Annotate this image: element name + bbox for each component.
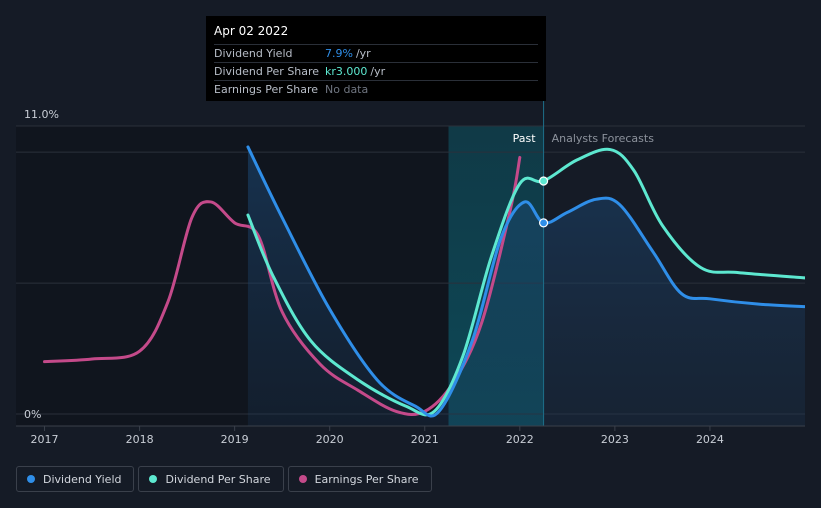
forecast-label: Analysts Forecasts [552, 132, 655, 145]
legend-dividend-per-share[interactable]: Dividend Per Share [138, 466, 284, 492]
series-line-earnings-per-share [43, 155, 522, 416]
tooltip-date: Apr 02 2022 [214, 24, 538, 45]
legend-label: Dividend Per Share [165, 472, 271, 486]
legend-label: Dividend Yield [43, 472, 122, 486]
x-tick-label: 2020 [316, 433, 344, 446]
past-region-bg [16, 126, 449, 426]
x-tick-label: 2021 [411, 433, 439, 446]
hover-tooltip: Apr 02 2022 Dividend Yield 7.9% /yr Divi… [206, 16, 546, 101]
y-label-bottom: 0% [24, 408, 41, 421]
tooltip-label: Dividend Per Share [214, 65, 320, 78]
legend-dot-icon [149, 475, 158, 483]
series-line-dividend-yield [246, 145, 805, 418]
legend-label: Earnings Per Share [314, 472, 419, 486]
series-line-dividend-per-share [246, 147, 805, 417]
legend-earnings-per-share[interactable]: Earnings Per Share [287, 466, 432, 492]
marker-dividend-per-share [538, 176, 549, 186]
x-tick-label: 2023 [601, 433, 629, 446]
tooltip-value: kr3.000 [325, 65, 368, 78]
tooltip-value: 7.9% [325, 47, 353, 60]
past-label: Past [513, 132, 537, 145]
legend-dot-icon [298, 475, 307, 483]
tooltip-row-dividend-per-share: Dividend Per Share kr3.000 /yr [214, 63, 538, 81]
tooltip-label: Earnings Per Share [214, 83, 319, 96]
tooltip-row-dividend-yield: Dividend Yield 7.9% /yr [214, 45, 538, 63]
x-tick-label: 2017 [31, 433, 59, 446]
tooltip-row-earnings-per-share: Earnings Per Share No data [214, 81, 538, 98]
chart-legend: Dividend Yield Dividend Per Share Earnin… [16, 466, 432, 492]
x-tick-label: 2022 [506, 433, 534, 446]
y-label-top: 11.0% [24, 108, 59, 121]
dividend-yield-area [247, 146, 805, 426]
x-tick-label: 2019 [221, 433, 249, 446]
x-tick-label: 2024 [696, 433, 724, 446]
x-tick-label: 2018 [126, 433, 154, 446]
tooltip-unit: /yr [370, 65, 386, 78]
marker-dividend-yield [538, 218, 549, 228]
tooltip-unit: /yr [355, 47, 371, 60]
tooltip-value: No data [325, 83, 369, 96]
legend-dot-icon [27, 475, 35, 483]
tooltip-label: Dividend Yield [214, 47, 293, 60]
legend-dividend-yield[interactable]: Dividend Yield [16, 466, 135, 492]
